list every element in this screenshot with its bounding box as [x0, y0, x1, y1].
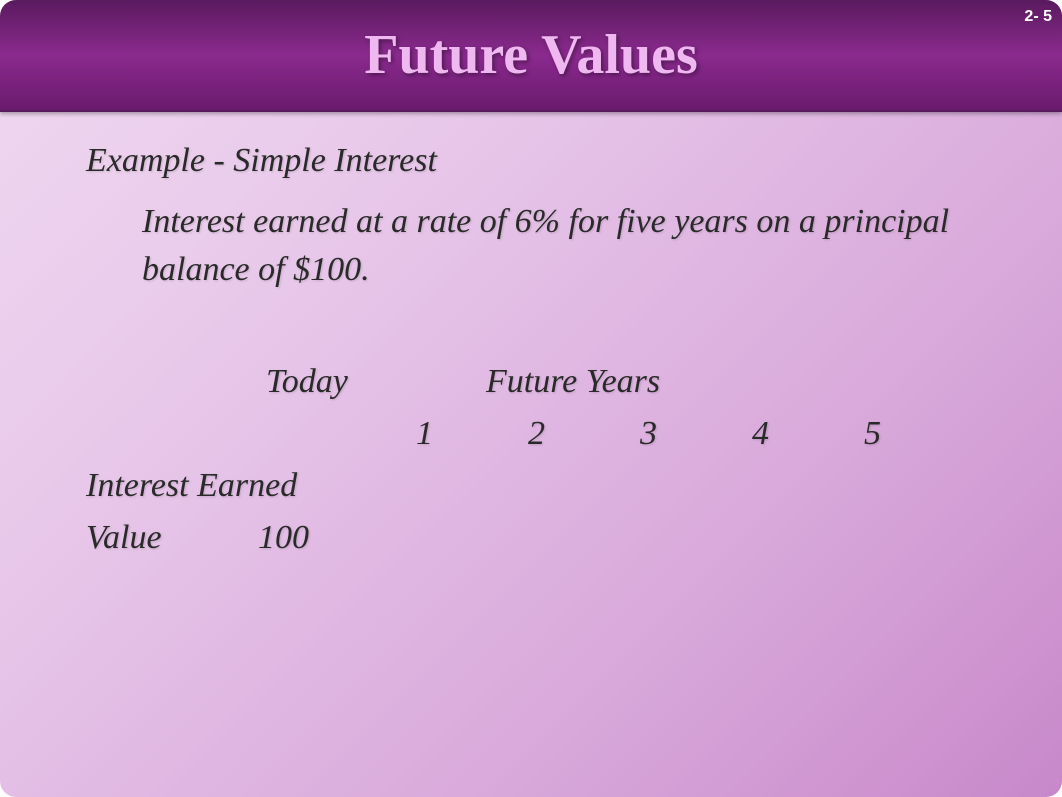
year-number: 5	[864, 415, 976, 453]
title-bar: Future Values 2- 5	[0, 0, 1062, 112]
year-number: 4	[752, 415, 864, 453]
example-description: Interest earned at a rate of 6% for five…	[142, 198, 1022, 293]
year-numbers-row: 1 2 3 4 5	[86, 415, 1022, 453]
year-number: 3	[640, 415, 752, 453]
year-number: 2	[528, 415, 640, 453]
year-number: 1	[416, 415, 528, 453]
page-number: 2- 5	[1024, 8, 1052, 26]
content-area: Example - Simple Interest Interest earne…	[0, 112, 1062, 577]
future-years-header: Future Years	[486, 363, 660, 401]
spacer	[86, 415, 416, 453]
interest-table: Today Future Years 1 2 3 4 5 Interest Ea…	[86, 363, 1022, 557]
table-header-row: Today Future Years	[86, 363, 1022, 401]
today-column-header: Today	[266, 363, 466, 401]
example-heading: Example - Simple Interest	[86, 142, 1022, 180]
interest-earned-label: Interest Earned	[86, 467, 297, 504]
value-today-amount: 100	[258, 519, 309, 557]
value-label: Value	[86, 519, 258, 557]
interest-earned-row: Interest Earned	[86, 467, 1022, 505]
slide-title: Future Values	[364, 23, 697, 87]
value-row: Value 100	[86, 519, 1022, 557]
slide-container: Future Values 2- 5 Example - Simple Inte…	[0, 0, 1062, 797]
